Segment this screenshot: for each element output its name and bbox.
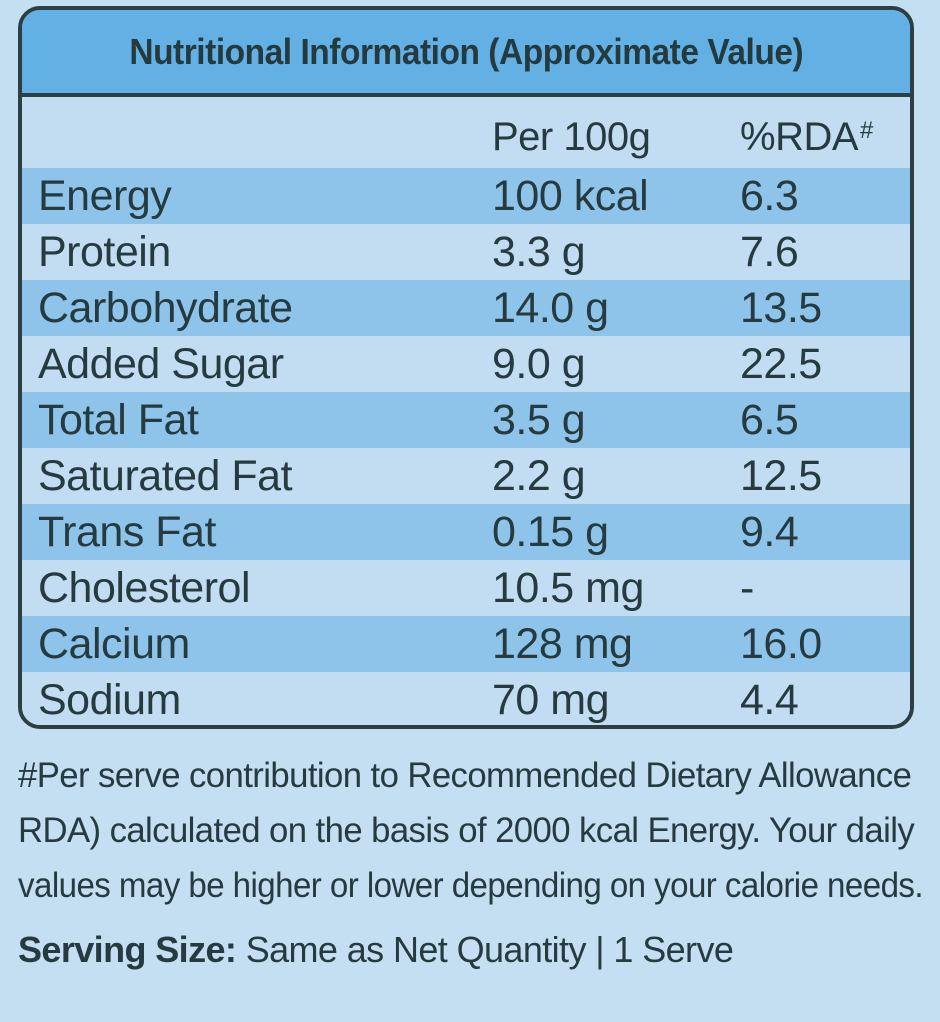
nutrient-per-100g: 3.5 g (492, 396, 586, 444)
nutrient-name: Total Fat (38, 396, 199, 444)
footnote-line: #Per serve contribution to Recommended D… (18, 756, 912, 795)
table-row: Sodium 70 mg 4.4 (22, 672, 910, 725)
serving-size-value: Same as Net Quantity | 1 Serve (245, 929, 734, 970)
table-row: Trans Fat 0.15 g 9.4 (22, 504, 910, 560)
nutrient-rda: 7.6 (740, 228, 799, 276)
panel-header: Nutritional Information (Approximate Val… (22, 10, 910, 97)
nutrient-name: Cholesterol (38, 564, 251, 612)
nutrient-name: Added Sugar (38, 340, 284, 388)
column-header-rda: %RDA# (740, 115, 873, 159)
nutrient-name: Energy (38, 172, 172, 220)
nutrient-per-100g: 9.0 g (492, 340, 586, 388)
serving-size: Serving Size: Same as Net Quantity | 1 S… (18, 922, 734, 978)
table-header-row: Per 100g %RDA# (22, 97, 910, 168)
nutrient-per-100g: 100 kcal (492, 172, 649, 220)
nutrient-per-100g: 10.5 mg (492, 564, 644, 612)
table-row: Cholesterol 10.5 mg - (22, 560, 910, 616)
footnote-line: RDA) calculated on the basis of 2000 kca… (18, 811, 915, 850)
table-row: Added Sugar 9.0 g 22.5 (22, 336, 910, 392)
nutrient-rda: 6.5 (740, 396, 799, 444)
nutrient-rda: - (740, 564, 754, 612)
nutrient-per-100g: 14.0 g (492, 284, 609, 332)
panel-title: Nutritional Information (Approximate Val… (129, 30, 803, 72)
nutrient-rda: 13.5 (740, 284, 822, 332)
rda-footnote: #Per serve contribution to Recommended D… (18, 748, 930, 913)
nutrition-panel: Nutritional Information (Approximate Val… (18, 6, 914, 729)
table-row: Calcium 128 mg 16.0 (22, 616, 910, 672)
nutrient-name: Trans Fat (38, 508, 216, 556)
nutrient-rda: 6.3 (740, 172, 799, 220)
nutrient-name: Calcium (38, 620, 190, 668)
nutrient-rda: 4.4 (740, 676, 799, 724)
nutrient-per-100g: 3.3 g (492, 228, 586, 276)
table-row: Energy 100 kcal 6.3 (22, 168, 910, 224)
serving-size-label: Serving Size: (18, 929, 237, 970)
nutrient-name: Carbohydrate (38, 284, 293, 332)
nutrient-per-100g: 0.15 g (492, 508, 609, 556)
nutrient-rda: 9.4 (740, 508, 799, 556)
footnote-line: values may be higher or lower depending … (18, 866, 924, 905)
nutrient-name: Protein (38, 228, 171, 276)
nutrient-rda: 22.5 (740, 340, 822, 388)
nutrient-name: Sodium (38, 676, 181, 724)
column-header-per-100g: Per 100g (492, 115, 651, 159)
table-row: Protein 3.3 g 7.6 (22, 224, 910, 280)
nutrient-per-100g: 2.2 g (492, 452, 586, 500)
rda-footnote-mark: # (860, 117, 873, 144)
nutrient-name: Saturated Fat (38, 452, 293, 500)
table-row: Total Fat 3.5 g 6.5 (22, 392, 910, 448)
nutrient-rda: 16.0 (740, 620, 822, 668)
nutrient-rda: 12.5 (740, 452, 822, 500)
nutrient-per-100g: 70 mg (492, 676, 610, 724)
table-row: Carbohydrate 14.0 g 13.5 (22, 280, 910, 336)
nutrient-per-100g: 128 mg (492, 620, 633, 668)
table-row: Saturated Fat 2.2 g 12.5 (22, 448, 910, 504)
